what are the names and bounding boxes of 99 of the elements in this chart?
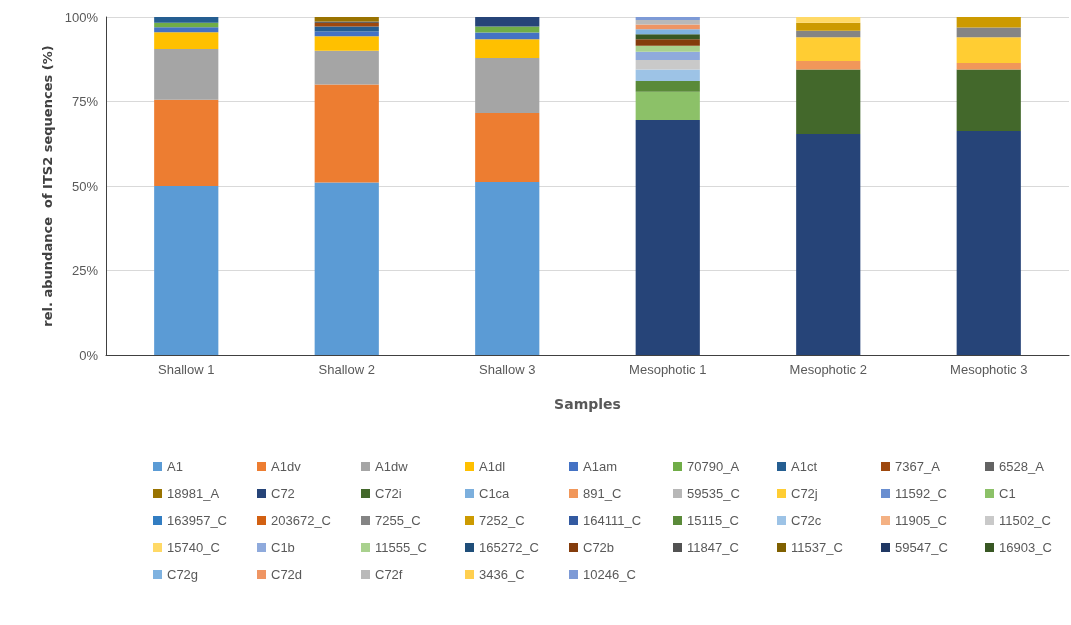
x-tick-label: Mesophotic 3: [950, 362, 1028, 377]
legend-label: 203672_C: [271, 513, 331, 528]
bar: [796, 30, 861, 38]
bar: [154, 27, 219, 33]
legend-label: 11555_C: [375, 540, 427, 555]
bar: [635, 45, 700, 52]
bar: [956, 17, 1021, 28]
legend-label: 163957_C: [167, 513, 227, 528]
bar: [796, 69, 861, 134]
legend-label: 6528_A: [999, 459, 1045, 474]
bar: [475, 181, 540, 355]
legend-label: 11502_C: [999, 513, 1051, 528]
x-tick-label: Mesophotic 1: [629, 362, 707, 377]
x-axis-title: Samples: [554, 396, 621, 412]
bar: [314, 182, 379, 355]
legend-label: 10246_C: [583, 567, 636, 582]
bar: [314, 84, 379, 183]
x-tick-label: Shallow 1: [158, 362, 215, 377]
bar: [796, 22, 861, 31]
bar: [314, 17, 379, 22]
y-tick-label: 25%: [71, 263, 99, 278]
bar: [635, 80, 700, 92]
legend-label: A1dv: [271, 459, 302, 474]
y-tick-label: 50%: [71, 178, 99, 194]
legend-label: C72g: [167, 567, 199, 582]
legend-label: 16903_C: [999, 540, 1052, 555]
bar: [154, 17, 219, 23]
legend-label: C1ca: [479, 486, 511, 501]
bar: [635, 120, 700, 355]
legend-label: C1b: [271, 540, 295, 555]
legend-label: 7367_A: [895, 459, 941, 474]
bar: [796, 37, 861, 61]
legend-label: C72d: [271, 567, 303, 582]
bar: [956, 62, 1021, 70]
bar: [635, 17, 700, 21]
legend-label: 70790_A: [687, 459, 740, 474]
legend-label: A1dl: [479, 459, 506, 474]
bar: [956, 69, 1021, 131]
bar: [635, 69, 700, 81]
bar: [956, 37, 1021, 63]
bar: [475, 26, 540, 33]
legend-label: 7252_C: [479, 513, 525, 528]
legend-label: A1: [167, 459, 183, 474]
bar: [154, 99, 219, 186]
legend-label: A1ct: [791, 459, 818, 474]
legend-label: C72j: [791, 486, 818, 501]
x-tick-label: Shallow 3: [479, 362, 536, 377]
legend-label: C72f: [375, 567, 403, 582]
bar: [796, 133, 861, 355]
legend-label: C72i: [375, 486, 402, 501]
x-tick-label: Mesophotic 2: [789, 362, 867, 377]
bar: [635, 29, 700, 35]
legend-label: 18981_A: [167, 486, 220, 501]
bar: [956, 27, 1021, 38]
x-tick-label: Shallow 2: [318, 362, 375, 377]
y-tick-label: 0%: [79, 347, 99, 363]
bar: [635, 59, 700, 70]
bar: [796, 60, 861, 70]
legend-label: 15740_C: [167, 540, 220, 555]
legend-label: 11537_C: [791, 540, 843, 555]
bar: [635, 20, 700, 25]
bar: [314, 36, 379, 51]
bar: [635, 24, 700, 30]
bar: [635, 39, 700, 46]
legend-label: C72b: [583, 540, 615, 555]
legend-label: 7255_C: [375, 513, 421, 528]
legend-label: 11592_C: [895, 486, 947, 501]
bar: [154, 49, 219, 100]
legend-label: A1am: [583, 459, 617, 474]
bar: [475, 57, 540, 113]
bar: [154, 186, 219, 355]
legend-label: 891_C: [583, 486, 622, 501]
legend-label: 164111_C: [583, 513, 642, 528]
legend-label: 59547_C: [895, 540, 948, 555]
bar: [314, 50, 379, 85]
bar: [475, 39, 540, 58]
legend-label: C1: [999, 486, 1016, 501]
bar: [635, 91, 700, 121]
legend-label: 11847_C: [687, 540, 739, 555]
bar: [314, 26, 379, 32]
legend-label: 3436_C: [479, 567, 525, 582]
y-axis-title: rel. abundance of ITS2 sequences (%): [39, 45, 55, 327]
y-tick-label: 75%: [71, 94, 99, 109]
legend-label: 15115_C: [687, 513, 739, 528]
bar: [635, 51, 700, 60]
bar: [475, 112, 540, 182]
bar: [154, 32, 219, 50]
legend-label: 59535_C: [687, 486, 740, 501]
bar: [956, 130, 1021, 355]
legend-label: C72c: [791, 513, 822, 528]
y-tick-label: 100%: [64, 9, 99, 25]
legend-label: 11905_C: [895, 513, 947, 528]
bar: [796, 17, 861, 23]
legend-label: C72: [271, 486, 295, 501]
bar: [635, 34, 700, 40]
legend-label: 165272_C: [479, 540, 539, 555]
bar: [154, 22, 219, 28]
bar: [475, 17, 540, 27]
legend-label: A1dw: [375, 459, 409, 474]
